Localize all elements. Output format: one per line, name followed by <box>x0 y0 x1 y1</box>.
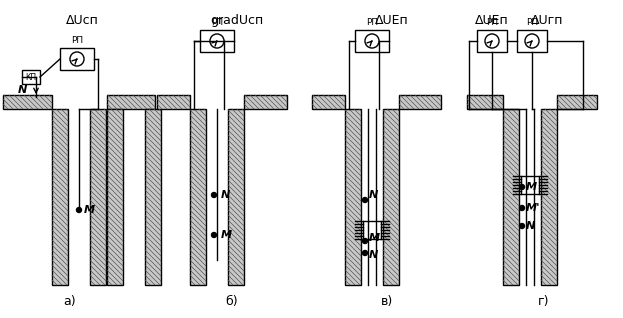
Bar <box>399 95 441 109</box>
Circle shape <box>211 192 217 197</box>
Text: N: N <box>526 221 535 231</box>
Bar <box>541 109 557 285</box>
Bar <box>107 109 123 285</box>
Circle shape <box>363 197 368 203</box>
Text: ΔUЕп: ΔUЕп <box>375 14 409 27</box>
Bar <box>22 70 40 84</box>
Text: ΔUгп: ΔUгп <box>531 14 563 27</box>
Bar <box>312 95 345 109</box>
Bar <box>503 109 519 285</box>
Text: а): а) <box>64 295 76 308</box>
Circle shape <box>520 184 525 190</box>
Bar <box>60 48 94 70</box>
Bar <box>157 95 190 109</box>
Text: M': M' <box>526 203 541 213</box>
Circle shape <box>211 232 217 238</box>
Bar <box>467 95 503 109</box>
Bar <box>244 95 287 109</box>
Bar <box>90 109 106 285</box>
Text: M: M <box>369 233 380 243</box>
Bar <box>477 30 507 52</box>
Text: N: N <box>369 250 378 260</box>
Text: КП: КП <box>26 73 37 81</box>
Text: в): в) <box>381 295 393 308</box>
Bar <box>190 109 206 285</box>
Text: РП: РП <box>211 18 223 27</box>
Bar <box>228 109 244 285</box>
Bar <box>363 221 381 239</box>
Bar <box>3 95 52 109</box>
Text: ΔUЕп: ΔUЕп <box>475 14 509 27</box>
Bar <box>107 95 155 109</box>
Text: M: M <box>526 182 537 192</box>
Circle shape <box>363 238 368 244</box>
Text: N: N <box>17 85 27 95</box>
Bar <box>52 109 68 285</box>
Text: РП: РП <box>366 18 378 27</box>
Circle shape <box>77 208 82 212</box>
Text: РП: РП <box>526 18 538 27</box>
Bar <box>145 109 161 285</box>
Bar <box>521 176 539 194</box>
Bar <box>355 30 389 52</box>
Circle shape <box>520 205 525 211</box>
Bar <box>200 30 234 52</box>
Text: г): г) <box>538 295 549 308</box>
Circle shape <box>363 251 368 255</box>
Text: N: N <box>369 190 378 200</box>
Bar <box>557 95 597 109</box>
Bar <box>345 109 361 285</box>
Text: gradUсп: gradUсп <box>211 14 264 27</box>
Bar <box>517 30 547 52</box>
Text: N: N <box>221 190 231 200</box>
Text: РП: РП <box>486 18 498 27</box>
Text: б): б) <box>226 295 239 308</box>
Bar <box>383 109 399 285</box>
Text: M: M <box>84 205 95 215</box>
Text: РП: РП <box>71 36 83 45</box>
Text: ΔUсп: ΔUсп <box>65 14 98 27</box>
Text: M: M <box>221 230 232 240</box>
Circle shape <box>520 224 525 229</box>
